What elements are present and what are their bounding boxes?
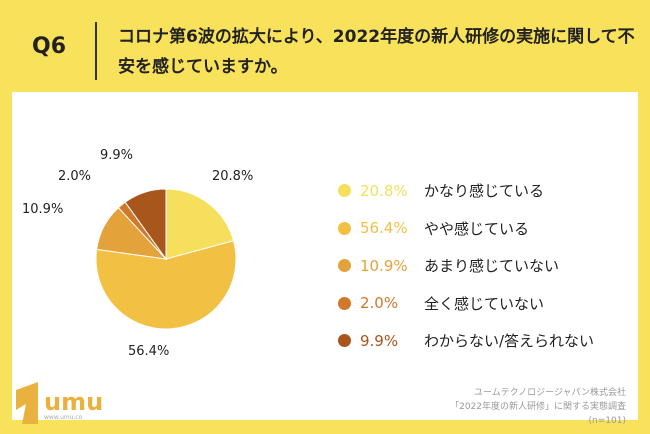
legend: 20.8% かなり感じている 56.4% やや感じている 10.9% あまり感じていない 2… <box>338 172 594 360</box>
slice-label: 56.4% <box>128 344 170 359</box>
legend-item: 10.9% あまり感じていない <box>338 247 594 285</box>
legend-label: 全く感じていない <box>424 294 545 313</box>
question-number: Q6 <box>32 34 67 59</box>
slice-label: 20.8% <box>212 169 254 184</box>
survey-name: 「2022年度の新人研修」に関する実態調査 <box>450 402 626 412</box>
legend-swatch <box>338 259 351 273</box>
sample-size: (n=101) <box>588 416 626 426</box>
pie-slice <box>95 240 237 330</box>
legend-value: 20.8% <box>360 181 408 200</box>
legend-swatch <box>338 184 351 198</box>
legend-item: 2.0% 全く感じていない <box>338 285 594 323</box>
legend-item: 20.8% かなり感じている <box>338 172 594 210</box>
divider <box>95 22 97 80</box>
umu-logo-icon <box>16 382 38 424</box>
slice-label: 2.0% <box>58 169 92 184</box>
legend-value: 2.0% <box>360 294 399 313</box>
pie-slice <box>165 188 235 260</box>
logo-text: umu <box>44 388 104 416</box>
legend-item: 9.9% わからない/答えられない <box>338 322 594 360</box>
logo-url: www.umu.co <box>44 414 83 421</box>
pie-slice <box>124 188 167 261</box>
question-title: コロナ第6波の拡大により、2022年度の新人研修の実施に関して不安を感じています… <box>118 27 635 77</box>
legend-label: かなり感じている <box>424 182 545 201</box>
legend-value: 10.9% <box>360 256 408 275</box>
legend-value: 9.9% <box>360 331 399 350</box>
legend-swatch <box>338 334 351 348</box>
slice-label: 9.9% <box>100 148 134 163</box>
legend-label: やや感じている <box>424 219 530 238</box>
legend-item: 56.4% やや感じている <box>338 210 594 248</box>
legend-value: 56.4% <box>360 219 408 238</box>
slice-label: 10.9% <box>22 202 64 217</box>
legend-label: あまり感じていない <box>424 257 560 276</box>
legend-swatch <box>338 296 351 310</box>
source-note: ユームテクノロジージャパン株式会社 「2022年度の新人研修」に関する実態調査 … <box>450 386 626 428</box>
legend-label: わからない/答えられない <box>424 332 595 351</box>
legend-swatch <box>338 221 351 235</box>
company: ユームテクノロジージャパン株式会社 <box>473 388 626 398</box>
